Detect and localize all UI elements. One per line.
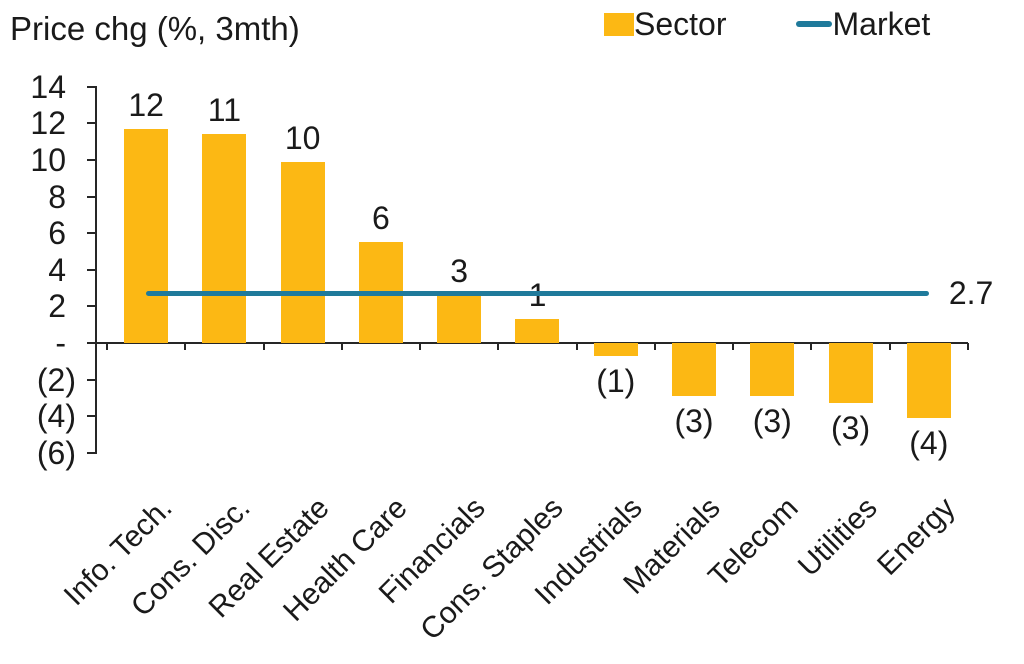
bar-value-label: 12 <box>128 86 164 123</box>
y-axis-tick-label: 6 <box>48 215 66 252</box>
y-axis-tick-label: 4 <box>48 251 66 288</box>
bar-value-label: (3) <box>674 403 714 440</box>
y-axis-tick <box>87 378 95 381</box>
bar <box>828 343 873 404</box>
y-axis-tick <box>87 159 95 161</box>
legend-sector-label: Sector <box>634 6 727 42</box>
market-line-swatch-icon <box>796 21 833 27</box>
y-axis-tick-label: (4) <box>36 398 76 435</box>
bar-value-label: 11 <box>207 92 241 129</box>
bar <box>280 161 325 343</box>
bar-value-label: (3) <box>752 403 792 440</box>
bar <box>750 343 795 397</box>
x-axis-category-tick <box>888 343 891 350</box>
bar <box>437 295 482 343</box>
bar <box>672 343 717 397</box>
y-axis-tick <box>87 232 95 235</box>
x-axis-baseline <box>95 342 968 344</box>
x-axis-category-tick <box>732 343 735 350</box>
x-axis-category-tick <box>575 343 578 350</box>
chart-title: Price chg (%, 3mth) <box>10 10 300 47</box>
bar-value-label: (1) <box>596 362 636 399</box>
y-axis-tick <box>87 268 95 271</box>
bar-value-label: (4) <box>909 425 949 462</box>
y-axis-line <box>95 85 97 454</box>
y-axis-tick <box>87 342 95 344</box>
bar-value-label: 3 <box>450 253 469 290</box>
y-axis-tick-label: 14 <box>30 68 66 105</box>
legend-market-label: Market <box>832 6 931 42</box>
bar <box>906 343 951 419</box>
bar-value-label: (3) <box>831 410 871 447</box>
y-axis-tick-label: (6) <box>36 434 76 471</box>
y-axis-tick-label: 8 <box>48 178 66 215</box>
market-line <box>146 291 929 297</box>
x-axis-category-tick <box>653 343 656 350</box>
chart-legend: Sector Market <box>604 6 930 42</box>
y-axis-tick-label: 2 <box>48 288 66 325</box>
x-axis-category-tick <box>810 343 813 350</box>
bar <box>515 319 560 343</box>
x-axis-category-tick <box>262 343 265 350</box>
y-axis-tick <box>87 195 95 198</box>
bar <box>593 343 638 356</box>
y-axis-tick-label: 10 <box>30 142 66 178</box>
y-axis-tick <box>87 451 95 454</box>
y-axis-tick-label: 12 <box>30 105 66 142</box>
x-axis-category-tick <box>966 343 969 350</box>
legend-item-sector: Sector <box>604 6 726 42</box>
x-axis-category-tick <box>184 343 187 350</box>
x-axis-category-tick <box>106 343 108 350</box>
y-axis-tick <box>87 305 95 308</box>
x-axis-category-tick <box>497 343 500 350</box>
x-axis-category-tick <box>340 343 343 350</box>
y-axis-tick <box>87 122 95 125</box>
y-axis-tick-label: (2) <box>36 361 76 398</box>
sector-bar-swatch-icon <box>604 12 634 36</box>
y-axis-tick-label: - <box>55 325 66 361</box>
y-axis-tick <box>87 85 95 88</box>
x-axis-category-tick <box>419 343 422 350</box>
bar-value-label: 10 <box>284 119 321 156</box>
market-value-label: 2.7 <box>948 274 994 311</box>
bar <box>124 128 169 343</box>
legend-item-market: Market <box>796 6 930 42</box>
bar-value-label: 6 <box>372 200 390 237</box>
bar <box>202 134 247 343</box>
y-axis-tick <box>87 415 95 418</box>
